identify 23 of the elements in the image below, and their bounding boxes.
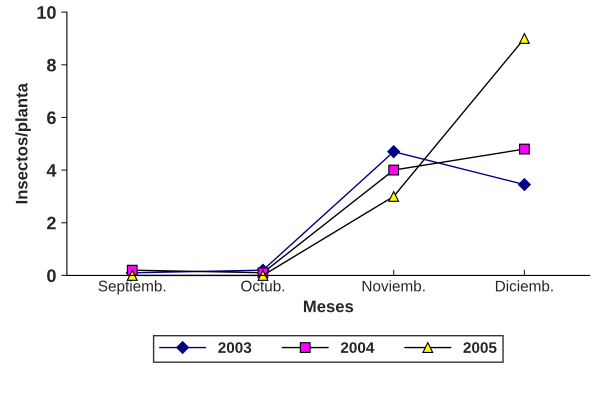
legend-label: 2004 — [340, 342, 374, 354]
y-tick-label: 6 — [47, 111, 56, 124]
x-axis-title: Meses — [304, 300, 354, 312]
point — [387, 145, 400, 158]
point — [518, 144, 530, 154]
x-tick-label: Octub. — [241, 280, 284, 292]
y-tick-label: 0 — [47, 269, 56, 282]
point — [126, 270, 138, 281]
legend-label: 2005 — [463, 342, 497, 354]
x-tick-label: Noviemb. — [362, 280, 425, 292]
point — [258, 270, 268, 281]
x-tick-label: Diciemb. — [496, 280, 553, 292]
point — [388, 164, 400, 176]
y-axis-title: Insectos/planta — [15, 83, 31, 204]
legend-label: 2003 — [218, 342, 252, 354]
point — [388, 191, 400, 202]
y-tick-label: 8 — [46, 58, 56, 72]
y-tick-label: 4 — [46, 164, 56, 177]
point — [518, 33, 530, 44]
y-tick-label: 2 — [47, 216, 56, 230]
point — [518, 178, 531, 192]
x-tick-label: Septiemb. — [98, 280, 166, 295]
y-tick-label: 10 — [38, 6, 56, 19]
